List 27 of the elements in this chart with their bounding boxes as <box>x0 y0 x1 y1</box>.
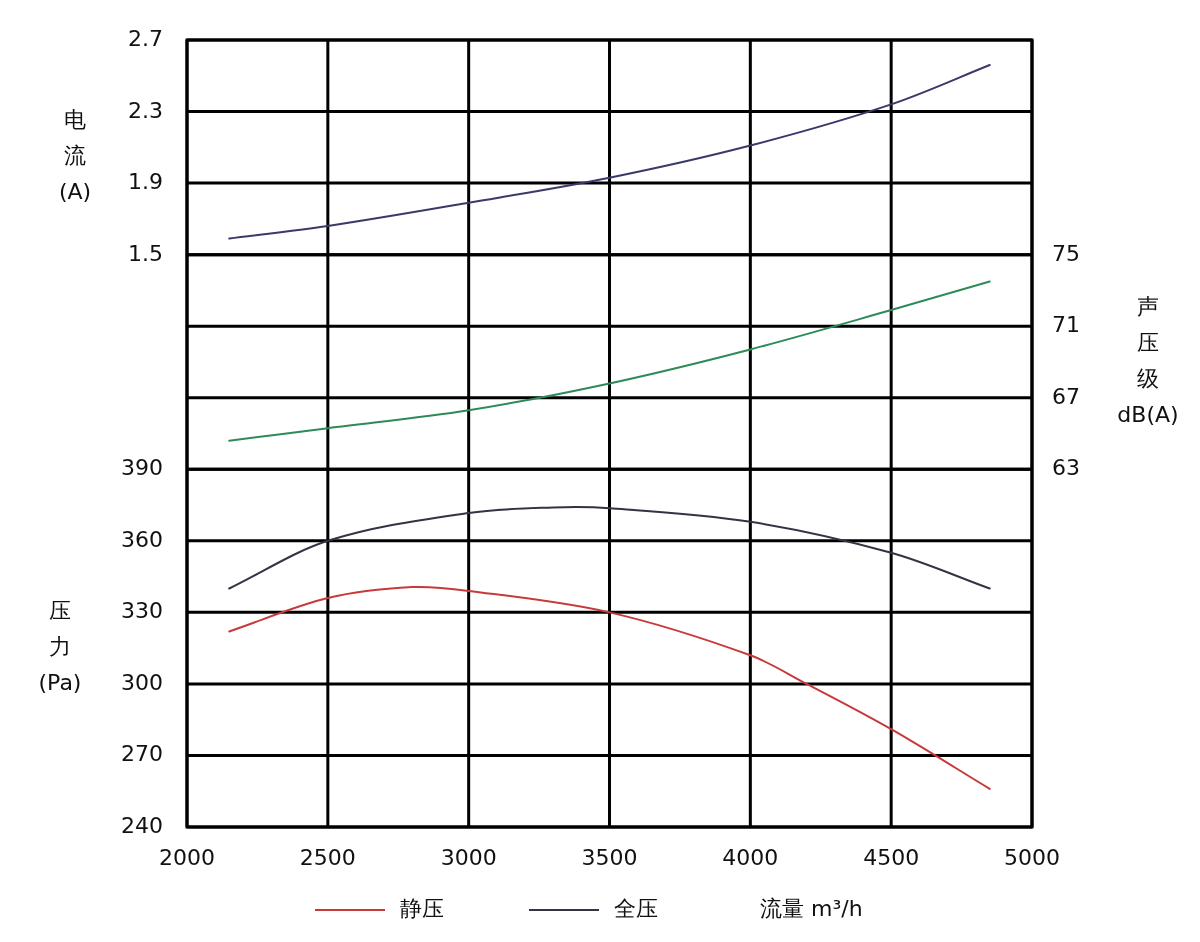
x-tick-label: 4500 <box>863 845 920 870</box>
y-tick-label: 390 <box>121 455 163 481</box>
x-tick-label: 3000 <box>440 845 497 870</box>
y3-tick-label: 2.3 <box>128 97 163 123</box>
y2-axis-title: 声压级dB(A) <box>1117 293 1179 427</box>
x-tick-label: 2500 <box>299 845 356 870</box>
x-axis-title: 流量 m³/h <box>760 896 863 921</box>
x-tick-label: 5000 <box>1004 845 1060 870</box>
y-tick-label: 360 <box>121 526 163 552</box>
y-tick-label: 270 <box>121 741 163 767</box>
y3-axis-title: 电流(A) <box>58 107 92 205</box>
y2-tick-label: 75 <box>1052 240 1080 266</box>
y2-tick-label: 63 <box>1052 455 1080 481</box>
y2-tick-label: 71 <box>1052 312 1080 338</box>
y-tick-label: 330 <box>121 598 163 624</box>
y3-tick-label: 1.9 <box>128 169 163 195</box>
y3-tick-label: 2.7 <box>128 26 163 51</box>
y2-tick-label: 67 <box>1052 383 1080 409</box>
y3-tick-label: 1.5 <box>128 240 163 266</box>
legend-label: 全压 <box>614 896 658 921</box>
legend-label: 静压 <box>400 896 444 921</box>
y-tick-label: 300 <box>121 669 163 695</box>
x-tick-label: 4000 <box>722 845 779 870</box>
x-tick-label: 3500 <box>581 845 638 870</box>
x-tick-label: 2000 <box>159 845 215 870</box>
y-axis-title: 压力(Pa) <box>38 598 82 696</box>
y-tick-label: 240 <box>121 813 163 838</box>
